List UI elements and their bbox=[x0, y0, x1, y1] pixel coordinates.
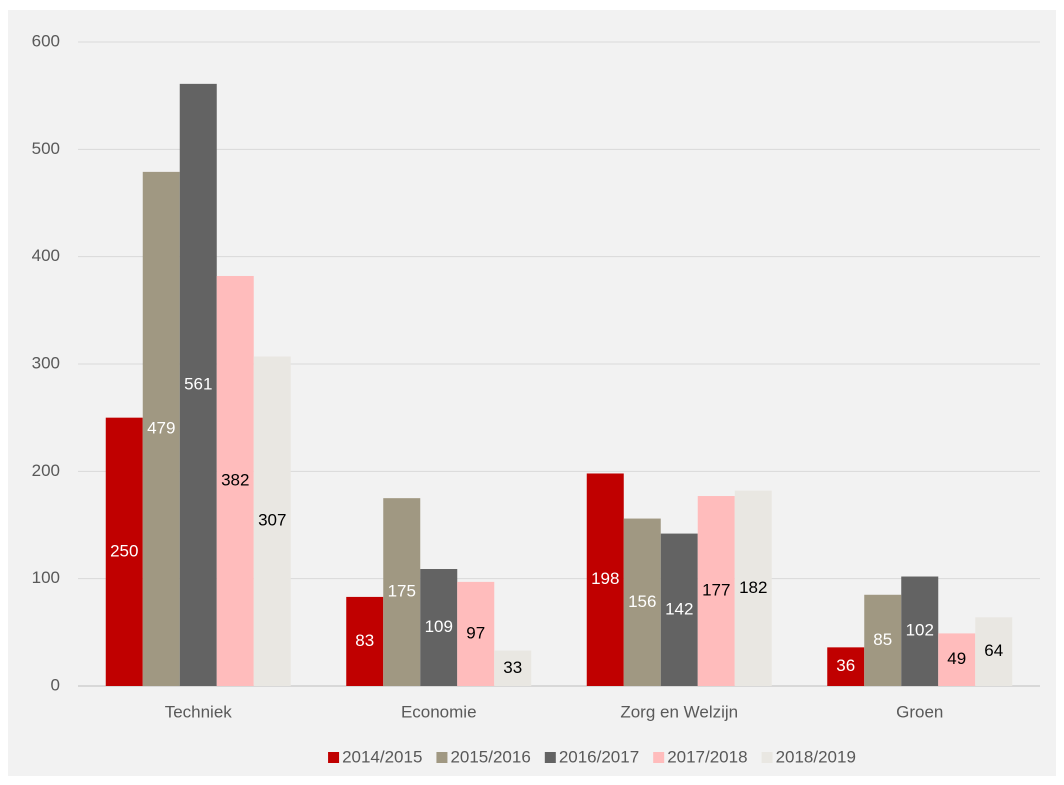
bar bbox=[457, 581, 495, 686]
data-label: 85 bbox=[873, 630, 892, 649]
bar bbox=[864, 594, 902, 686]
bar bbox=[938, 633, 976, 686]
bar bbox=[346, 596, 384, 686]
x-tick-label: Economie bbox=[401, 702, 477, 721]
data-label: 49 bbox=[947, 649, 966, 668]
bar bbox=[142, 171, 180, 686]
bar bbox=[660, 533, 698, 686]
data-label: 64 bbox=[984, 641, 1003, 660]
x-tick-label: Zorg en Welzijn bbox=[620, 702, 738, 721]
data-label: 102 bbox=[906, 621, 934, 640]
data-label: 479 bbox=[147, 418, 175, 437]
data-label: 198 bbox=[591, 569, 619, 588]
bar bbox=[623, 518, 661, 686]
data-label: 175 bbox=[388, 582, 416, 601]
legend-label: 2017/2018 bbox=[667, 747, 747, 766]
bar bbox=[827, 647, 865, 686]
y-tick-label: 200 bbox=[32, 461, 60, 480]
legend-swatch bbox=[544, 752, 556, 763]
data-label: 561 bbox=[184, 374, 212, 393]
data-label: 307 bbox=[258, 511, 286, 530]
legend-swatch bbox=[436, 752, 448, 763]
y-tick-label: 600 bbox=[32, 31, 60, 50]
bar bbox=[494, 650, 532, 686]
data-label: 109 bbox=[425, 617, 453, 636]
y-tick-label: 100 bbox=[32, 568, 60, 587]
bar bbox=[586, 473, 624, 686]
data-label: 36 bbox=[836, 656, 855, 675]
data-label: 177 bbox=[702, 580, 730, 599]
bar bbox=[901, 576, 939, 686]
data-label: 83 bbox=[355, 631, 374, 650]
legend-label: 2015/2016 bbox=[450, 747, 530, 766]
legend-swatch bbox=[761, 752, 773, 763]
data-label: 33 bbox=[503, 658, 522, 677]
y-tick-label: 300 bbox=[32, 353, 60, 372]
legend-label: 2014/2015 bbox=[342, 747, 422, 766]
y-tick-label: 500 bbox=[32, 139, 60, 158]
legend-swatch bbox=[653, 752, 665, 763]
data-label: 156 bbox=[628, 592, 656, 611]
bar bbox=[734, 490, 772, 686]
data-label: 142 bbox=[665, 599, 693, 618]
bar bbox=[179, 83, 217, 687]
legend-swatch bbox=[328, 752, 340, 763]
y-tick-label: 0 bbox=[51, 675, 60, 694]
bar bbox=[420, 569, 458, 686]
data-label: 382 bbox=[221, 470, 249, 489]
bar bbox=[253, 356, 291, 686]
bar bbox=[383, 498, 421, 686]
bar bbox=[697, 496, 735, 686]
y-tick-label: 400 bbox=[32, 246, 60, 265]
legend-label: 2018/2019 bbox=[776, 747, 856, 766]
legend-label: 2016/2017 bbox=[559, 747, 639, 766]
data-label: 182 bbox=[739, 578, 767, 597]
bar bbox=[105, 417, 143, 686]
data-label: 97 bbox=[466, 623, 485, 642]
bar bbox=[975, 617, 1013, 686]
bar bbox=[216, 275, 254, 686]
x-tick-label: Techniek bbox=[165, 702, 233, 721]
x-tick-label: Groen bbox=[896, 702, 943, 721]
data-label: 250 bbox=[110, 541, 138, 560]
